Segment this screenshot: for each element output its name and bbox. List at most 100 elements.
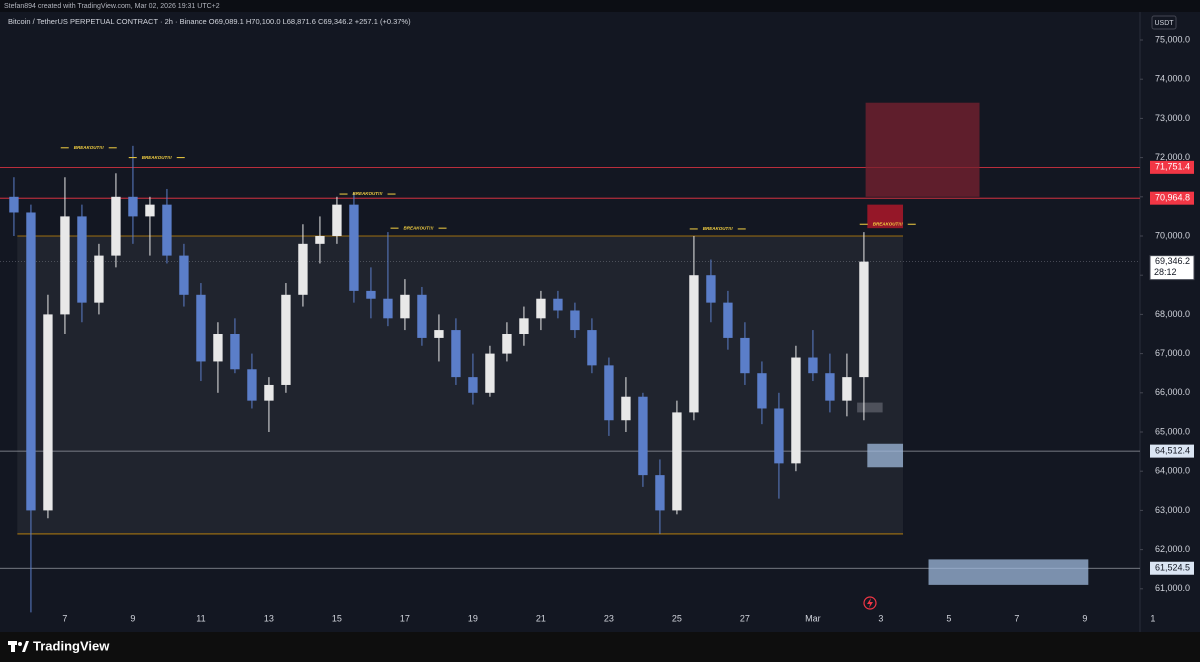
x-tick-label: 3 xyxy=(878,613,883,623)
candle-body xyxy=(247,369,257,401)
candle-body xyxy=(774,408,784,464)
price-label: 64,512.4 xyxy=(1155,445,1190,455)
candle-body xyxy=(859,261,869,378)
candle-body xyxy=(723,302,733,338)
zone xyxy=(867,443,904,468)
candle-body xyxy=(179,255,189,295)
plot: BREAKOUT!!! BREAKOUT!!! BREAKOUT!!! BREAKOU… xyxy=(0,34,1195,623)
candle-body xyxy=(26,212,36,511)
candle-body xyxy=(451,330,461,378)
footer-bar xyxy=(0,632,1200,662)
candle-body xyxy=(60,216,70,315)
price-label: 71,751.4 xyxy=(1155,162,1190,172)
x-tick-label: 25 xyxy=(672,613,682,623)
credit-bar xyxy=(0,0,1200,12)
y-tick-label: 64,000.0 xyxy=(1155,466,1190,476)
candle-body xyxy=(332,204,342,237)
price-label-box xyxy=(1150,160,1194,174)
y-tick-label: 72,000.0 xyxy=(1155,152,1190,162)
candle-body xyxy=(145,204,155,217)
zone xyxy=(865,102,980,197)
x-tick-label: 7 xyxy=(1014,613,1019,623)
x-tick-label: 19 xyxy=(468,613,478,623)
candle-body xyxy=(485,353,495,393)
y-tick-label: 66,000.0 xyxy=(1155,387,1190,397)
price-label-box xyxy=(1150,444,1194,458)
credit: Stefan894 created with TradingView.com, … xyxy=(4,3,220,10)
x-tick-label: Mar xyxy=(805,613,821,623)
breakout-label: BREAKOUT!!! xyxy=(353,191,383,196)
price-label: 70,964.8 xyxy=(1155,193,1190,203)
candle-body xyxy=(706,275,716,303)
zone xyxy=(867,204,904,229)
candle-body xyxy=(94,255,104,303)
brand: TradingView xyxy=(33,638,110,653)
candle-body xyxy=(213,334,223,362)
price-label-box xyxy=(1150,191,1194,205)
x-tick-label: 15 xyxy=(332,613,342,623)
candle-body xyxy=(315,236,325,244)
breakout-label: BREAKOUT!!! xyxy=(404,225,434,230)
candle-body xyxy=(740,337,750,374)
x-tick-label: 21 xyxy=(536,613,546,623)
candle-body xyxy=(842,377,852,401)
range-box xyxy=(17,236,904,534)
breakout-label: BREAKOUT!!! xyxy=(74,145,104,150)
y-tick-label: 62,000.0 xyxy=(1155,544,1190,554)
last-price-box xyxy=(1149,255,1195,281)
x-tick-label: 5 xyxy=(946,613,951,623)
lightning-icon xyxy=(863,596,877,610)
x-tick-label: 27 xyxy=(740,613,750,623)
candle-body xyxy=(298,243,308,295)
x-tick-label: 23 xyxy=(604,613,614,623)
candle-body xyxy=(281,294,291,385)
candle-body xyxy=(638,396,648,476)
candle-body xyxy=(9,196,19,213)
zone xyxy=(857,402,883,413)
candle-body xyxy=(128,196,138,217)
candle-body xyxy=(349,204,359,291)
candle-body xyxy=(77,216,87,303)
y-tick-label: 63,000.0 xyxy=(1155,505,1190,515)
y-tick-label: 70,000.0 xyxy=(1155,230,1190,240)
currency: USDT xyxy=(1154,20,1174,27)
candle-body xyxy=(417,294,427,338)
candle-body xyxy=(468,377,478,393)
candle-body xyxy=(791,357,801,464)
y-tick-label: 73,000.0 xyxy=(1155,113,1190,123)
candle-body xyxy=(587,330,597,366)
breakout-label: BREAKOUT!!! xyxy=(703,226,733,231)
candle-body xyxy=(230,334,240,370)
x-tick-label: 17 xyxy=(400,613,410,623)
candle-body xyxy=(825,373,835,401)
price-label-box xyxy=(1150,561,1194,575)
candle-body xyxy=(43,314,53,511)
candle-body xyxy=(502,334,512,354)
candle-body xyxy=(264,384,274,401)
countdown: 28:12 xyxy=(1154,267,1177,277)
candle-body xyxy=(162,204,172,256)
candle-body xyxy=(655,475,665,511)
x-tick-label: 9 xyxy=(1082,613,1087,623)
zone xyxy=(928,559,1089,585)
candle-body xyxy=(196,294,206,362)
price-label: 61,524.5 xyxy=(1155,563,1190,573)
candle-body xyxy=(553,298,563,311)
y-tick-label: 75,000.0 xyxy=(1155,34,1190,44)
y-tick-label: 65,000.0 xyxy=(1155,426,1190,436)
y-tick-label: 67,000.0 xyxy=(1155,348,1190,358)
x-tick-label: 11 xyxy=(196,613,205,623)
x-tick-label: 1 xyxy=(1150,613,1155,623)
x-tick-label: 7 xyxy=(62,613,67,623)
tv-logo xyxy=(8,641,29,652)
y-tick-label: 74,000.0 xyxy=(1155,74,1190,84)
currency-box xyxy=(1151,15,1177,30)
candle-body xyxy=(400,294,410,319)
candle-body xyxy=(383,298,393,319)
candle-body xyxy=(621,396,631,421)
candle-body xyxy=(689,275,699,413)
candle-body xyxy=(366,290,376,299)
candle-body xyxy=(570,310,580,331)
